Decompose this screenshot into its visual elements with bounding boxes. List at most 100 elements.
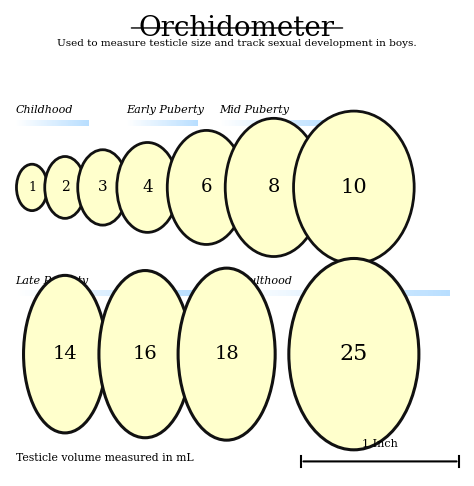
Bar bbox=[441, 290, 444, 296]
Text: 8: 8 bbox=[267, 178, 280, 196]
Bar bbox=[79, 290, 82, 296]
Bar bbox=[85, 120, 86, 126]
Bar bbox=[45, 290, 47, 296]
Bar bbox=[67, 120, 68, 126]
Bar bbox=[29, 290, 32, 296]
Bar bbox=[153, 120, 155, 126]
Bar bbox=[319, 120, 320, 126]
Bar bbox=[247, 120, 249, 126]
Bar bbox=[124, 290, 127, 296]
Bar bbox=[128, 120, 129, 126]
Bar bbox=[260, 120, 262, 126]
Bar bbox=[136, 120, 137, 126]
Bar bbox=[301, 120, 302, 126]
Bar bbox=[369, 290, 372, 296]
Bar bbox=[228, 120, 230, 126]
Bar bbox=[262, 120, 264, 126]
Bar bbox=[240, 290, 243, 296]
Bar bbox=[155, 120, 156, 126]
Bar bbox=[76, 290, 79, 296]
Bar bbox=[363, 290, 366, 296]
Bar bbox=[289, 120, 291, 126]
Bar bbox=[277, 120, 279, 126]
Bar bbox=[157, 120, 158, 126]
Bar bbox=[265, 120, 267, 126]
Bar bbox=[436, 290, 439, 296]
Bar bbox=[127, 120, 128, 126]
Bar bbox=[285, 120, 287, 126]
Bar bbox=[173, 120, 175, 126]
Bar bbox=[274, 120, 276, 126]
Bar bbox=[251, 290, 254, 296]
Bar bbox=[165, 120, 167, 126]
Bar bbox=[86, 120, 87, 126]
Bar bbox=[106, 290, 109, 296]
Bar bbox=[328, 120, 330, 126]
Bar bbox=[419, 290, 423, 296]
Bar bbox=[334, 290, 337, 296]
Text: 2: 2 bbox=[61, 180, 69, 194]
Bar bbox=[330, 120, 332, 126]
Bar bbox=[371, 290, 374, 296]
Bar bbox=[44, 120, 45, 126]
Bar bbox=[387, 290, 391, 296]
Bar bbox=[235, 290, 238, 296]
Bar bbox=[358, 290, 361, 296]
Bar bbox=[240, 120, 242, 126]
Bar bbox=[101, 290, 104, 296]
Bar bbox=[270, 290, 273, 296]
Bar bbox=[156, 120, 157, 126]
Bar bbox=[46, 120, 48, 126]
Ellipse shape bbox=[17, 164, 47, 210]
Bar bbox=[52, 290, 55, 296]
Bar bbox=[66, 120, 67, 126]
Bar bbox=[298, 120, 300, 126]
Bar bbox=[22, 290, 25, 296]
Bar bbox=[83, 120, 84, 126]
Bar bbox=[197, 120, 198, 126]
Bar bbox=[110, 290, 113, 296]
Bar bbox=[151, 290, 154, 296]
Bar bbox=[353, 290, 356, 296]
Bar bbox=[377, 290, 380, 296]
Bar bbox=[30, 120, 31, 126]
Bar bbox=[168, 120, 170, 126]
Bar bbox=[51, 120, 53, 126]
Bar bbox=[34, 290, 36, 296]
Bar bbox=[326, 120, 328, 126]
Bar bbox=[68, 120, 69, 126]
Bar bbox=[31, 290, 34, 296]
Bar bbox=[20, 290, 23, 296]
Bar bbox=[194, 290, 197, 296]
Bar bbox=[63, 120, 64, 126]
Bar bbox=[63, 290, 65, 296]
Bar bbox=[283, 120, 284, 126]
Bar bbox=[36, 290, 38, 296]
Bar bbox=[165, 120, 166, 126]
Bar bbox=[190, 120, 191, 126]
Bar bbox=[52, 120, 54, 126]
Bar bbox=[16, 290, 18, 296]
Bar bbox=[82, 120, 83, 126]
Bar bbox=[189, 290, 192, 296]
Bar bbox=[229, 120, 231, 126]
Bar bbox=[36, 120, 37, 126]
Text: 25: 25 bbox=[340, 343, 368, 365]
Bar bbox=[76, 120, 77, 126]
Bar bbox=[180, 290, 183, 296]
Bar bbox=[65, 120, 66, 126]
Bar bbox=[158, 120, 160, 126]
Bar bbox=[31, 120, 32, 126]
Bar bbox=[144, 290, 147, 296]
Bar bbox=[149, 290, 151, 296]
Bar bbox=[272, 290, 275, 296]
Bar bbox=[171, 120, 173, 126]
Bar bbox=[68, 120, 70, 126]
Bar bbox=[302, 120, 304, 126]
Bar bbox=[19, 120, 20, 126]
Bar bbox=[295, 120, 297, 126]
Bar bbox=[71, 120, 73, 126]
Ellipse shape bbox=[289, 259, 419, 450]
Bar bbox=[246, 290, 248, 296]
Bar bbox=[108, 290, 111, 296]
